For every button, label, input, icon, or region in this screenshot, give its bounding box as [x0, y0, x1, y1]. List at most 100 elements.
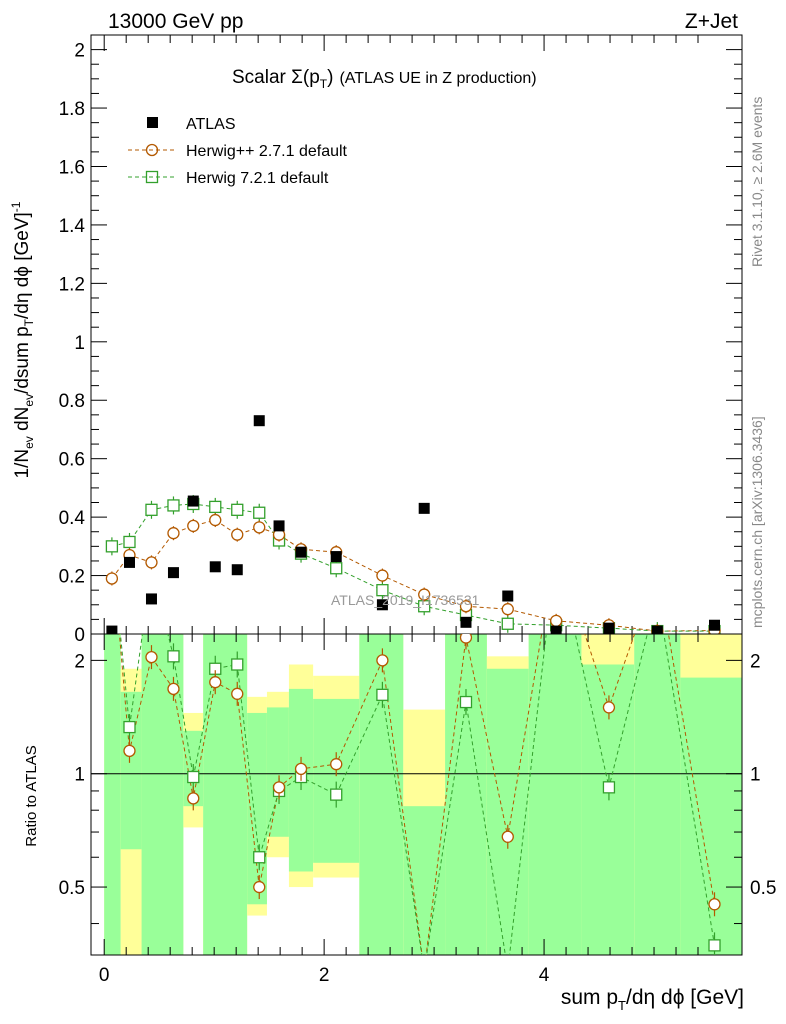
herwigpp-point — [231, 528, 244, 541]
ratio-band-green — [634, 634, 681, 955]
legend-label-herwig7: Herwig 7.2.1 default — [186, 170, 329, 187]
ratio-band-green — [104, 634, 121, 955]
ratio-y-tick-label: 0.5 — [59, 878, 85, 899]
ratio-herwig7-point — [376, 688, 389, 701]
ratio-band-green — [141, 634, 184, 955]
main-series-layer — [105, 415, 721, 641]
legend-marker-atlas — [147, 117, 158, 128]
energy-label: 13000 GeV pp — [108, 10, 243, 33]
atlas-point — [550, 625, 562, 637]
herwigpp-point — [105, 572, 119, 585]
herwig7-point — [253, 506, 266, 519]
ratio-herwigpp-point — [272, 781, 286, 794]
herwig7-point — [123, 535, 136, 549]
ratio-herwigpp-point — [145, 650, 158, 664]
ratio-herwigpp-point — [187, 792, 200, 805]
ratio-band-green — [528, 634, 582, 955]
main-y-tick-label: 2 — [74, 41, 85, 62]
legend-label-atlas: ATLAS — [186, 116, 236, 133]
herwig7-point — [167, 499, 180, 512]
ratio-y-tick-label: 2 — [74, 651, 85, 672]
atlas-point — [709, 619, 721, 631]
main-y-tick-label: 1.2 — [59, 274, 85, 295]
main-y-tick-label: 1.8 — [59, 99, 85, 120]
ratio-herwigpp-point — [376, 654, 389, 667]
x-tick-label: 0 — [99, 965, 110, 986]
ratio-herwig7-point — [708, 939, 721, 952]
herwigpp-point — [459, 600, 473, 613]
ratio-herwigpp-point — [294, 762, 308, 776]
atlas-point — [460, 616, 472, 628]
herwigpp-point — [209, 513, 222, 527]
legend-marker-herwig7 — [145, 170, 159, 184]
herwig7-point — [501, 617, 514, 630]
main-y-tick-label: 0.2 — [59, 567, 85, 588]
herwigpp-point — [145, 556, 158, 569]
ratio-herwig7-point — [187, 770, 200, 784]
process-label: Z+Jet — [685, 10, 738, 33]
herwig7-point — [231, 503, 244, 516]
ratio-series-layer — [118, 634, 721, 955]
herwig7-point — [209, 500, 222, 514]
atlas-point — [187, 495, 199, 507]
ratio-herwig7-point — [602, 781, 616, 794]
ratio-band-green — [486, 668, 529, 955]
herwigpp-point — [501, 603, 514, 616]
main-y-tick-label: 0.6 — [59, 450, 85, 471]
ratio-herwigpp-point — [708, 898, 721, 911]
chart-title: Scalar Σ(pT) (ATLAS UE in Z production) — [232, 67, 537, 91]
atlas-point — [253, 415, 265, 427]
analysis-watermark: ATLAS_2019_I1736531 — [331, 592, 480, 608]
atlas-point — [376, 599, 388, 611]
main-y-axis-label: 1/Nev dNev/dsum pT/dη dϕ [GeV]-1 — [9, 201, 36, 478]
ratio-herwig7-point — [459, 695, 473, 709]
atlas-point — [603, 622, 615, 634]
ratio-herwigpp-point — [330, 758, 343, 771]
ratio-y-axis-label: Ratio to ATLAS — [23, 745, 40, 846]
legend-label-herwigpp: Herwig++ 2.7.1 default — [186, 143, 348, 160]
ratio-y-tick-label-right: 0.5 — [750, 878, 776, 899]
ratio-herwig7-point — [123, 720, 136, 734]
ratio-band-green — [313, 698, 360, 863]
atlas-point — [502, 590, 514, 602]
atlas-point — [167, 567, 179, 579]
legend: ATLAS Herwig++ 2.7.1 default Herwig 7.2.… — [128, 116, 348, 187]
ratio-y-tick-label-right: 2 — [750, 651, 761, 672]
herwigpp-point — [187, 519, 200, 533]
ratio-herwig7-point — [167, 650, 180, 663]
main-y-tick-label: 0.8 — [59, 391, 85, 412]
atlas-point — [273, 520, 285, 532]
ratio-herwigpp-point — [253, 880, 266, 894]
ratio-herwig7-point — [231, 658, 244, 671]
atlas-point — [106, 625, 118, 637]
mcplots-label: mcplots.cern.ch [arXiv:1306.3436] — [749, 416, 765, 628]
ratio-herwigpp-point — [209, 676, 222, 689]
atlas-point — [145, 593, 157, 605]
ratio-herwigpp-point — [167, 682, 180, 696]
herwig7-point — [330, 562, 343, 575]
rivet-label: Rivet 3.1.10, ≥ 2.6M events — [749, 97, 765, 267]
ratio-panel: 0.5 0.5 1 1 2 2 0 2 4 — [59, 633, 776, 986]
x-axis-label: sum pT/dη dϕ [GeV] — [561, 986, 744, 1013]
ratio-herwig7-point — [330, 788, 343, 801]
x-tick-label: 2 — [319, 965, 330, 986]
ratio-y-tick-label-right: 1 — [750, 765, 761, 786]
herwigpp-point — [376, 569, 389, 582]
atlas-point — [651, 625, 663, 637]
ratio-herwigpp-point — [231, 687, 244, 700]
main-panel: 0 0.2 0.4 0.6 0.8 1 1.2 1.4 1.6 1.8 2 — [59, 34, 743, 646]
ratio-series-clipped — [118, 634, 721, 955]
herwigpp-point — [167, 527, 180, 540]
ratio-band-green — [359, 634, 404, 955]
herwig7-point — [105, 540, 119, 553]
atlas-point — [123, 556, 135, 568]
herwig7-point — [376, 584, 389, 597]
atlas-point — [418, 502, 430, 514]
main-y-tick-label: 1.6 — [59, 157, 85, 178]
ratio-y-tick-label: 1 — [74, 765, 85, 786]
herwigpp-point — [253, 521, 266, 534]
main-y-tick-label: 0.4 — [59, 508, 86, 529]
atlas-point — [231, 564, 243, 576]
atlas-point — [330, 551, 342, 563]
